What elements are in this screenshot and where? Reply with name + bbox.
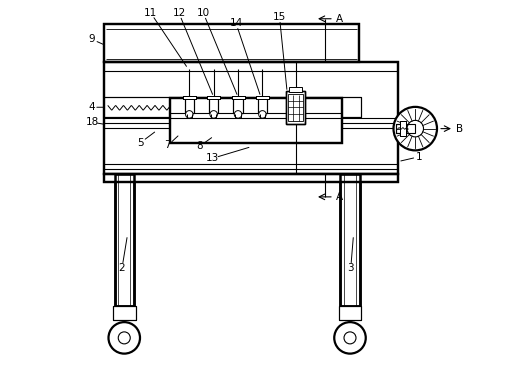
Text: 14: 14 [230,18,243,28]
Bar [104,174,399,182]
Circle shape [108,322,140,354]
Bar [169,98,342,142]
Bar [286,91,305,124]
Circle shape [210,111,218,118]
Bar [232,96,245,99]
Bar [104,174,399,182]
Circle shape [334,322,366,354]
Bar [400,121,406,136]
Circle shape [393,107,437,150]
Bar [169,98,342,142]
Text: 2: 2 [119,263,126,273]
Text: 12: 12 [173,8,186,18]
Bar [104,62,399,174]
Bar [232,96,245,99]
Bar [209,98,219,112]
Bar [209,98,219,112]
Bar [258,98,267,112]
Bar [339,306,361,320]
Bar [339,306,361,320]
Bar [233,98,243,112]
Bar [340,174,360,306]
Bar [286,91,305,124]
Bar [104,98,361,117]
Circle shape [234,111,242,118]
Bar [113,306,135,320]
Text: B: B [456,124,463,134]
Text: 4: 4 [88,102,95,112]
Bar [289,87,302,92]
Bar [185,98,194,112]
Circle shape [344,332,356,344]
Bar [340,174,360,306]
Text: 1: 1 [416,152,422,162]
Bar [207,96,220,99]
Bar [256,96,269,99]
Text: 10: 10 [197,8,210,18]
Text: 7: 7 [164,141,171,150]
Bar [396,124,415,133]
Bar [185,98,194,112]
Bar [258,98,267,112]
Text: A: A [336,192,343,202]
Bar [104,24,359,62]
Bar [115,174,134,306]
Circle shape [186,111,193,118]
Text: 13: 13 [206,153,219,163]
Text: 11: 11 [144,8,157,18]
Text: 18: 18 [85,117,99,127]
Bar [104,98,361,117]
Bar [104,24,359,62]
Bar [104,62,399,174]
Bar [183,96,196,99]
Circle shape [407,120,424,137]
Bar [207,96,220,99]
Text: A: A [336,14,343,24]
Bar [115,174,134,306]
Text: 15: 15 [273,12,286,22]
Bar [113,306,135,320]
Bar [233,98,243,112]
Text: 8: 8 [196,141,203,151]
Text: 5: 5 [138,138,144,147]
Circle shape [259,111,266,118]
Bar [256,96,269,99]
Circle shape [118,332,130,344]
Text: 3: 3 [347,263,354,273]
Bar [396,124,415,133]
Text: 9: 9 [89,34,95,44]
Bar [183,96,196,99]
Bar [400,121,406,136]
Bar [288,94,303,121]
